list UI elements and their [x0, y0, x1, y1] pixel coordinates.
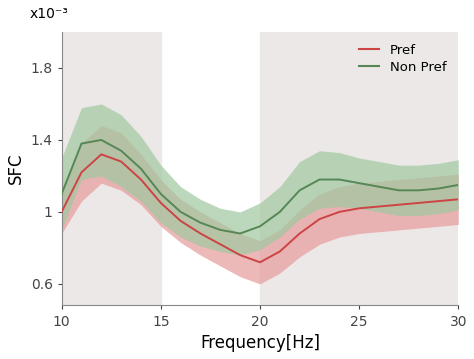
Bar [62, 32, 161, 306]
Text: x10⁻³: x10⁻³ [30, 7, 69, 21]
X-axis label: Frequency[Hz]: Frequency[Hz] [200, 334, 320, 352]
Legend: Pref, Non Pref: Pref, Non Pref [354, 39, 452, 79]
Bar [260, 32, 458, 306]
Y-axis label: SFC: SFC [7, 153, 25, 185]
